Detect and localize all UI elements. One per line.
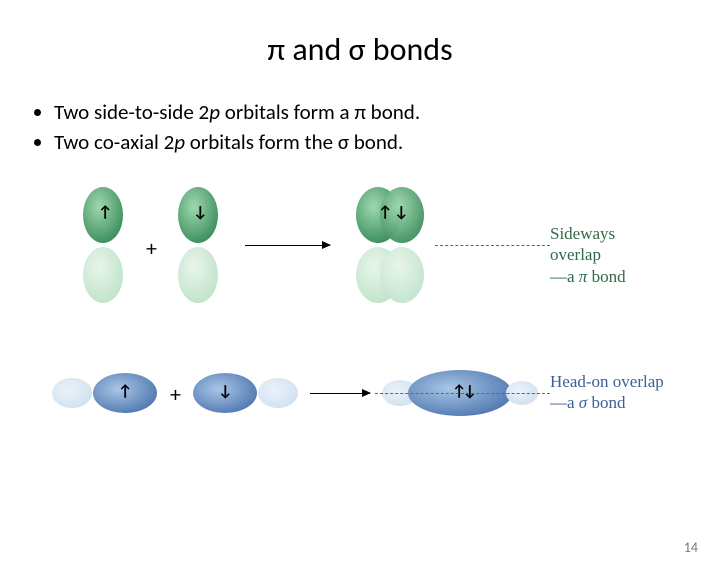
sigma-caption-line3: bond: [587, 393, 625, 412]
sigma-spin-up-1: ↑: [118, 382, 132, 401]
pi-caption-line3: bond: [587, 267, 625, 286]
pi-spin-down-2: ↓: [394, 203, 408, 222]
bullet-1: Two side-to-side 2p orbitals form a π bo…: [54, 99, 720, 125]
sigma-orbital-2: [190, 370, 300, 416]
bullet-2-sym: σ: [338, 129, 349, 155]
pi-caption-line2: —a: [550, 267, 579, 286]
sigma-reaction-arrow: [310, 393, 370, 394]
sigma-caption-sym: σ: [579, 393, 587, 412]
title-end: bonds: [366, 30, 453, 69]
pi-dash-line: [435, 245, 550, 246]
sigma-caption-line2: —a: [550, 393, 579, 412]
bullet-2-a: Two co-axial 2: [54, 129, 174, 155]
diagram-area: ↑ + ↓ ↑ ↓ Sideways overlap —a π bond ↑ +…: [50, 185, 670, 465]
pi-caption-line1: Sideways overlap: [550, 224, 615, 264]
pi-caption: Sideways overlap —a π bond: [550, 223, 670, 287]
title-pi: π: [267, 30, 285, 69]
bullet-1-a: Two side-to-side 2: [54, 99, 209, 125]
bullet-2: Two co-axial 2p orbitals form the σ bond…: [54, 129, 720, 155]
pi-spin-up-2: ↑: [378, 203, 392, 222]
sigma-dash-line: [375, 393, 550, 394]
sigma-spin-down-1: ↓: [218, 382, 232, 401]
pi-plus: +: [146, 235, 157, 262]
sigma-spin-pair: ↑↓: [452, 382, 473, 401]
page-number: 14: [684, 539, 698, 556]
sigma-caption-line1: Head-on overlap: [550, 372, 664, 391]
sigma-orbital-1: [50, 370, 160, 416]
bullet-1-c: bond.: [366, 99, 420, 125]
bullet-2-b: orbitals form the: [185, 129, 338, 155]
sigma-plus: +: [170, 381, 181, 408]
bullet-list: Two side-to-side 2p orbitals form a π bo…: [30, 99, 720, 155]
bullet-2-p: p: [174, 129, 185, 155]
bullet-1-b: orbitals form a: [220, 99, 354, 125]
bullet-1-p: p: [209, 99, 220, 125]
sigma-caption: Head-on overlap —a σ bond: [550, 371, 664, 414]
bullet-2-c: bond.: [349, 129, 403, 155]
pi-spin-up-1: ↑: [98, 203, 112, 222]
page-title: π and σ bonds: [0, 30, 720, 69]
title-mid: and: [285, 30, 348, 69]
title-sigma: σ: [349, 30, 366, 69]
pi-spin-down-1: ↓: [193, 203, 207, 222]
pi-reaction-arrow: [245, 245, 330, 246]
bullet-1-sym: π: [354, 99, 366, 125]
